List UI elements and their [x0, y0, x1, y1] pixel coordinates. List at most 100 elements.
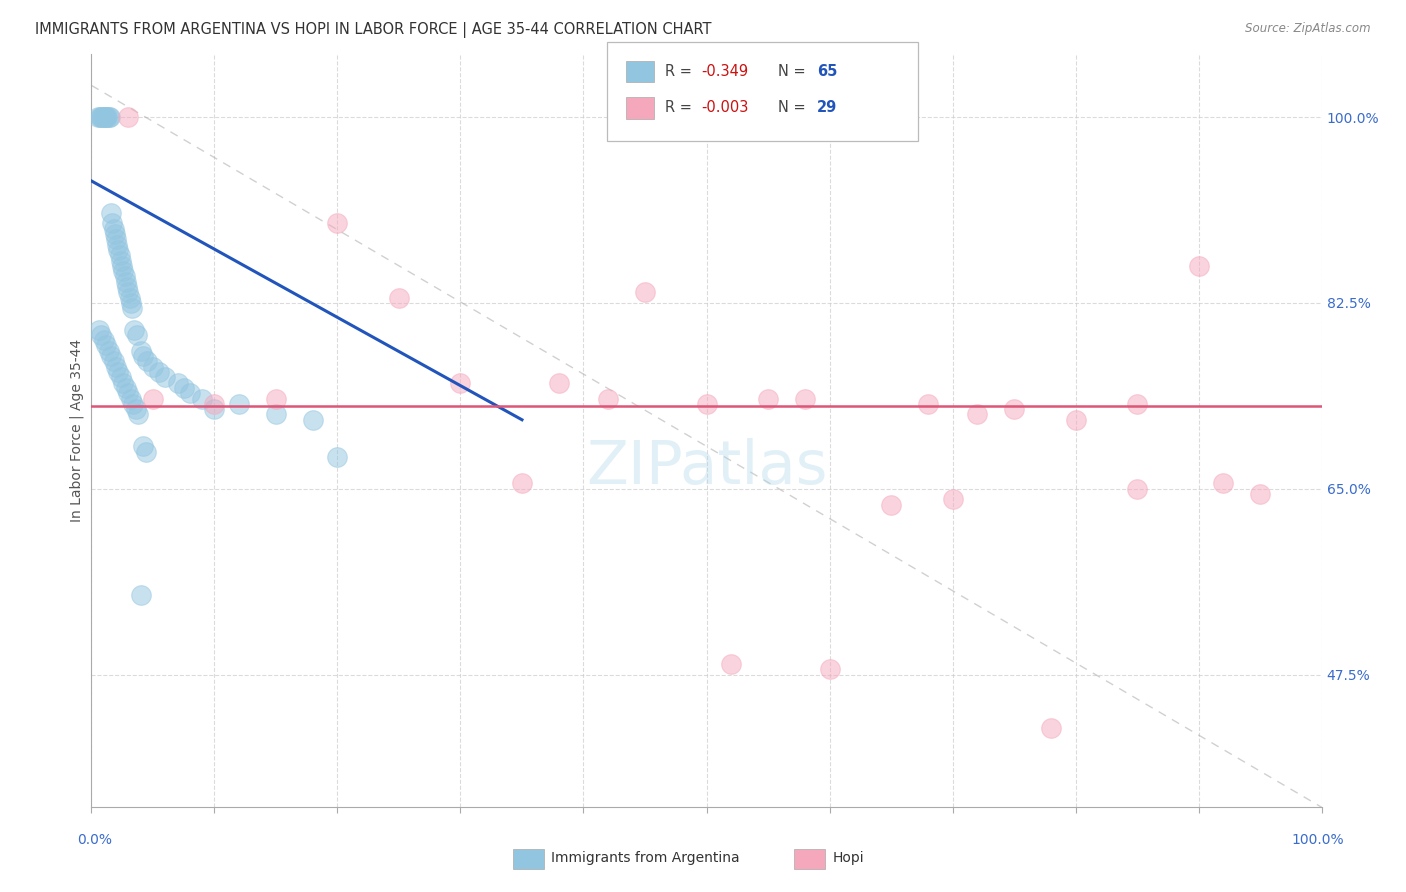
- Point: [1002, 402, 1025, 417]
- Point: [87, 322, 110, 336]
- Point: [86, 110, 108, 124]
- Point: [142, 359, 165, 374]
- Point: [388, 291, 411, 305]
- Point: [103, 221, 125, 235]
- Point: [100, 349, 122, 363]
- Point: [93, 110, 115, 124]
- Point: [132, 349, 155, 363]
- Point: [120, 296, 142, 310]
- Point: [202, 397, 225, 411]
- Point: [121, 301, 143, 316]
- Point: [89, 110, 111, 124]
- Point: [125, 327, 148, 342]
- Point: [129, 588, 152, 602]
- Point: [228, 397, 250, 411]
- Point: [818, 662, 841, 676]
- Point: [105, 237, 128, 252]
- Point: [695, 397, 717, 411]
- Point: [101, 216, 124, 230]
- Point: [135, 444, 157, 458]
- Point: [122, 397, 145, 411]
- Point: [110, 370, 132, 384]
- Point: [793, 392, 815, 406]
- Text: 100.0%: 100.0%: [1291, 833, 1344, 847]
- Point: [120, 392, 142, 406]
- Point: [90, 110, 112, 124]
- Y-axis label: In Labor Force | Age 35-44: In Labor Force | Age 35-44: [70, 339, 84, 522]
- Point: [100, 206, 122, 220]
- Text: 0.0%: 0.0%: [77, 833, 111, 847]
- Point: [98, 110, 121, 124]
- Point: [548, 376, 571, 390]
- Text: IMMIGRANTS FROM ARGENTINA VS HOPI IN LABOR FORCE | AGE 35-44 CORRELATION CHART: IMMIGRANTS FROM ARGENTINA VS HOPI IN LAB…: [35, 22, 711, 38]
- Point: [108, 248, 131, 262]
- Point: [114, 381, 138, 395]
- Point: [449, 376, 471, 390]
- Point: [107, 243, 129, 257]
- Point: [142, 392, 165, 406]
- Point: [129, 343, 152, 358]
- Point: [96, 110, 117, 124]
- Point: [941, 492, 963, 507]
- Point: [105, 359, 127, 374]
- Point: [96, 338, 117, 352]
- Point: [118, 291, 141, 305]
- Point: [97, 110, 120, 124]
- Text: -0.003: -0.003: [702, 101, 749, 115]
- Point: [110, 253, 132, 268]
- Point: [112, 376, 135, 390]
- Point: [917, 397, 939, 411]
- Point: [720, 657, 742, 671]
- Point: [326, 450, 349, 464]
- Point: [1126, 482, 1149, 496]
- Point: [124, 322, 146, 336]
- Point: [1249, 487, 1271, 501]
- Text: Hopi: Hopi: [832, 851, 863, 865]
- Point: [105, 232, 127, 246]
- Point: [326, 216, 349, 230]
- Text: Immigrants from Argentina: Immigrants from Argentina: [551, 851, 740, 865]
- Point: [111, 259, 134, 273]
- Point: [191, 392, 214, 406]
- Point: [756, 392, 779, 406]
- Point: [1126, 397, 1149, 411]
- Point: [97, 343, 120, 358]
- Point: [112, 264, 135, 278]
- Point: [1187, 259, 1209, 273]
- Point: [117, 285, 139, 300]
- Point: [510, 476, 533, 491]
- Point: [1064, 413, 1087, 427]
- Point: [173, 381, 195, 395]
- Point: [264, 392, 287, 406]
- Point: [179, 386, 201, 401]
- Point: [202, 402, 225, 417]
- Text: R =: R =: [665, 101, 696, 115]
- Point: [966, 408, 988, 422]
- Point: [124, 402, 148, 417]
- Text: 29: 29: [817, 101, 837, 115]
- Point: [1039, 721, 1063, 735]
- Text: ZIPatlas: ZIPatlas: [586, 438, 827, 497]
- Point: [91, 110, 114, 124]
- Point: [115, 280, 138, 294]
- Point: [1212, 476, 1234, 491]
- Point: [117, 110, 139, 124]
- Point: [94, 110, 117, 124]
- Text: N =: N =: [778, 64, 810, 78]
- Point: [166, 376, 188, 390]
- Point: [153, 370, 177, 384]
- Text: 65: 65: [817, 64, 837, 78]
- Point: [135, 354, 157, 368]
- Point: [132, 439, 155, 453]
- Point: [301, 413, 323, 427]
- Point: [855, 110, 877, 124]
- Point: [103, 354, 125, 368]
- Point: [596, 392, 619, 406]
- Point: [114, 275, 138, 289]
- Point: [93, 333, 115, 347]
- Point: [104, 227, 127, 241]
- Point: [90, 327, 112, 342]
- Point: [107, 365, 129, 379]
- Text: Source: ZipAtlas.com: Source: ZipAtlas.com: [1246, 22, 1371, 36]
- Point: [634, 285, 657, 300]
